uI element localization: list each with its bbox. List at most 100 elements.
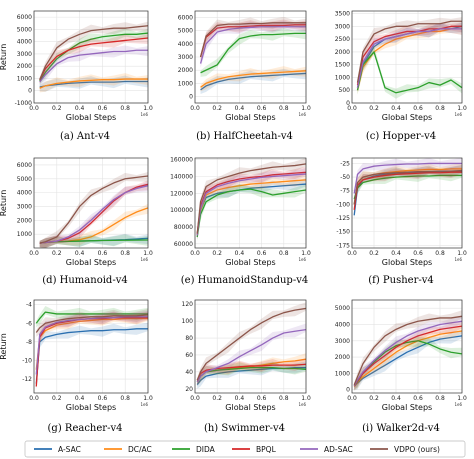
y-tick-label: -25 xyxy=(340,160,350,167)
y-tick-label: -8 xyxy=(26,339,32,346)
y-tick-label: 1000 xyxy=(335,370,350,377)
chart-panel: 1000 2000 3000 4000 5000 6000 0.0 0.2 0.4 0.6 0.8 1… xyxy=(0,157,153,286)
legend-label: BPQL xyxy=(256,445,277,454)
panel-caption: (f) Pusher-v4 xyxy=(368,275,434,286)
plot-area xyxy=(195,300,306,393)
series-line-bpql xyxy=(39,37,149,80)
series-line-dida xyxy=(200,32,306,74)
series-line-a-sac xyxy=(353,335,463,387)
x-axis-label: Global Steps xyxy=(66,113,116,122)
series-line-dida xyxy=(35,311,148,324)
x-tick-label: 0.8 xyxy=(120,395,130,402)
x-axis-multiplier: 1e6 xyxy=(298,257,306,262)
y-tick-label: -100 xyxy=(336,201,350,208)
series-band-bpql xyxy=(354,320,462,390)
x-tick-label: 0.8 xyxy=(120,250,130,257)
x-axis-multiplier: 1e6 xyxy=(298,402,306,407)
series-line-a-sac xyxy=(35,328,148,384)
series-band-dida xyxy=(197,184,306,242)
x-tick-label: 1.0 xyxy=(143,105,153,112)
panel-caption: (a) Ant-v4 xyxy=(60,131,110,142)
series-line-vdpo-ours- xyxy=(39,25,149,80)
series-line-bpql xyxy=(353,325,463,387)
y-tick-label: 100 xyxy=(182,318,194,325)
x-tick-label: 0.4 xyxy=(391,395,401,402)
series-band-dc-ac xyxy=(357,24,462,95)
x-tick-label: 0.4 xyxy=(391,105,401,112)
x-tick-label: 1.0 xyxy=(143,395,153,402)
series-band-ad-sac xyxy=(197,168,306,240)
x-tick-label: 0.6 xyxy=(257,395,267,402)
series-line-vdpo-ours- xyxy=(353,315,463,386)
x-tick-label: 1.0 xyxy=(301,395,311,402)
y-tick-label: -50 xyxy=(340,174,350,181)
series-line-bpql xyxy=(353,171,462,210)
series-line-a-sac xyxy=(200,72,307,91)
series-line-dc-ac xyxy=(35,317,148,370)
chart-panel: 0 1000 2000 3000 4000 5000 0.0 0.2 0.4 0.6 0.8 1.01… xyxy=(335,299,467,434)
x-tick-label: 0.6 xyxy=(413,250,423,257)
y-tick-label: 160000 xyxy=(170,157,193,164)
x-axis-label: Global Steps xyxy=(382,113,432,122)
y-tick-label: 100000 xyxy=(170,207,193,214)
y-tick-label: -75 xyxy=(340,188,350,195)
panel-caption: (g) Reacher-v4 xyxy=(48,423,123,434)
series-line-ad-sac xyxy=(356,28,462,88)
x-axis-label: Global Steps xyxy=(66,258,116,267)
x-tick-label: 0.2 xyxy=(212,105,222,112)
y-tick-label: 2000 xyxy=(17,217,32,224)
y-tick-label: 4000 xyxy=(178,41,193,48)
series-band-ad-sac xyxy=(354,158,462,198)
y-tick-label: 1000 xyxy=(178,80,193,87)
y-tick-label: -150 xyxy=(336,229,350,236)
series-line-vdpo-ours- xyxy=(196,163,307,234)
x-tick-label: 0.2 xyxy=(369,250,379,257)
series-band-vdpo-ours- xyxy=(354,164,462,209)
x-tick-label: 0.6 xyxy=(98,395,108,402)
series-band-vdpo-ours- xyxy=(357,17,462,87)
y-tick-label: 3000 xyxy=(178,54,193,61)
y-tick-label: 3000 xyxy=(17,203,32,210)
y-tick-label: -1000 xyxy=(15,100,33,107)
y-tick-label: 0 xyxy=(189,93,193,100)
plot-area xyxy=(352,300,462,393)
series-line-dida xyxy=(39,32,149,82)
x-axis-multiplier: 1e6 xyxy=(140,257,148,262)
y-tick-label: 5000 xyxy=(335,305,350,312)
series-line-dc-ac xyxy=(353,330,463,387)
x-tick-label: 0.4 xyxy=(235,250,245,257)
y-tick-label: -10 xyxy=(22,357,32,364)
y-tick-label: 120 xyxy=(182,301,194,308)
y-axis-label: Return xyxy=(0,44,8,71)
x-axis-multiplier: 1e6 xyxy=(454,257,462,262)
y-tick-label: 140000 xyxy=(170,174,193,181)
axes-frame xyxy=(194,299,307,394)
x-tick-label: 0.0 xyxy=(29,395,39,402)
y-tick-label: -12 xyxy=(22,376,32,383)
x-tick-label: 0.4 xyxy=(235,105,245,112)
y-tick-label: -125 xyxy=(336,215,350,222)
y-tick-label: 3000 xyxy=(335,23,350,30)
series-band-ad-sac xyxy=(200,20,306,68)
series-line-ad-sac xyxy=(39,49,148,83)
y-tick-label: -4 xyxy=(26,302,32,309)
series-line-vdpo-ours- xyxy=(35,314,149,333)
y-tick-label: 4000 xyxy=(17,190,32,197)
y-tick-label: 4000 xyxy=(17,39,32,46)
x-tick-label: 0.0 xyxy=(29,250,39,257)
x-axis-label: Global Steps xyxy=(66,403,116,412)
x-tick-label: 0.2 xyxy=(369,395,379,402)
y-tick-label: 60000 xyxy=(174,241,193,248)
series-band-a-sac xyxy=(197,178,306,240)
y-tick-label: 2000 xyxy=(178,67,193,74)
y-tick-label: 20 xyxy=(185,386,193,393)
y-tick-label: 6000 xyxy=(17,14,32,21)
series-line-ad-sac xyxy=(353,320,463,386)
series-band-dc-ac xyxy=(39,73,149,93)
y-tick-label: 500 xyxy=(339,87,351,94)
x-tick-label: 1.0 xyxy=(301,250,311,257)
y-tick-label: 3000 xyxy=(335,338,350,345)
x-tick-label: 0.8 xyxy=(279,395,289,402)
panel-caption: (i) Walker2d-v4 xyxy=(362,423,440,434)
y-tick-label: 5000 xyxy=(178,28,193,35)
